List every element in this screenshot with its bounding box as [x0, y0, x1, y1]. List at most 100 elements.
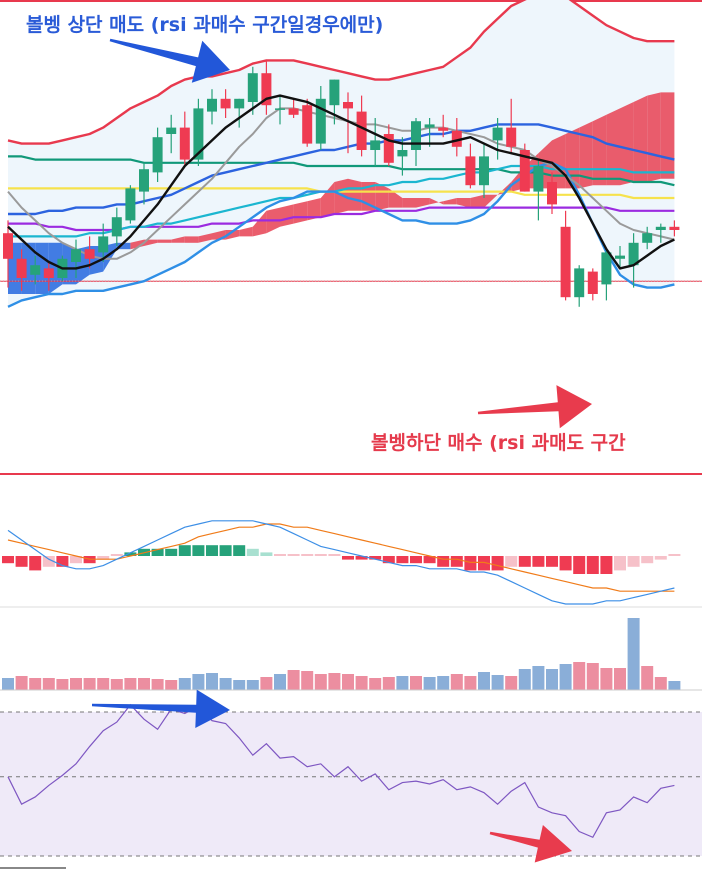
- volume-bar: [233, 680, 246, 690]
- volume-bar: [410, 676, 422, 690]
- candle-body: [207, 98, 217, 112]
- volume-bar: [328, 673, 341, 690]
- candle-body: [315, 98, 326, 144]
- volume-bar: [369, 678, 382, 690]
- rsi-pane: [0, 703, 702, 869]
- cloud-segment: [484, 194, 498, 208]
- macd-histogram-bar: [654, 556, 667, 560]
- macd-histogram-bar: [206, 545, 218, 556]
- volume-bar: [450, 674, 463, 690]
- volume-bar: [314, 674, 327, 690]
- candle-body: [329, 79, 340, 106]
- volume-bar: [246, 680, 259, 690]
- volume-bar: [2, 678, 14, 690]
- candle-body: [343, 102, 353, 109]
- cloud-segment: [280, 204, 294, 227]
- volume-bar: [219, 678, 232, 690]
- candle-body: [234, 98, 245, 109]
- macd-histogram-bar: [246, 548, 259, 556]
- volume-bar: [586, 663, 599, 690]
- macd-histogram-bar: [423, 556, 436, 564]
- volume-bar: [301, 671, 314, 690]
- cloud-segment: [429, 198, 444, 205]
- macd-histogram-bar: [355, 556, 368, 560]
- cloud-segment: [348, 178, 362, 211]
- volume-bar: [70, 678, 82, 690]
- candle-body: [424, 124, 435, 128]
- rsi-band-fill: [0, 712, 702, 856]
- candle-body: [3, 233, 13, 259]
- candle-body: [261, 73, 272, 106]
- candle-body: [302, 105, 313, 144]
- volume-bar: [151, 679, 164, 690]
- candle-body: [397, 150, 408, 157]
- cloud-segment: [252, 210, 267, 237]
- candle-body: [139, 169, 149, 192]
- cloud-segment: [144, 239, 158, 246]
- candle-body: [84, 249, 95, 259]
- volume-bar: [15, 676, 28, 690]
- ma-yellow-line: [8, 187, 675, 200]
- macd-histogram-bar: [369, 556, 382, 560]
- ma-green-line: [8, 155, 675, 187]
- volume-bar: [478, 672, 490, 690]
- candle-body: [179, 127, 190, 160]
- volume-bar: [260, 677, 273, 690]
- cloud-segment: [171, 236, 185, 243]
- cloud-segment: [647, 92, 661, 182]
- candle-body: [166, 127, 177, 134]
- cloud-segment: [130, 239, 144, 250]
- macd-histogram-bar: [464, 556, 477, 571]
- macd-histogram-bar: [559, 556, 572, 571]
- cloud-segment: [620, 102, 634, 186]
- cloud-segment: [592, 114, 607, 186]
- macd-histogram-bar: [274, 554, 286, 556]
- candle-body: [451, 130, 462, 147]
- macd-histogram-bar: [42, 556, 55, 567]
- annotation-arrows: [92, 38, 592, 863]
- candle-body: [574, 268, 585, 298]
- cloud-segment: [660, 92, 675, 179]
- macd-histogram-bar: [260, 552, 273, 556]
- macd-histogram-bar: [2, 556, 14, 564]
- volume-bar: [654, 677, 667, 690]
- macd-histogram-bar: [586, 556, 599, 574]
- cloud-segment: [416, 198, 430, 208]
- candle-body: [506, 127, 517, 147]
- candle-body: [479, 156, 489, 186]
- cloud-segment: [375, 182, 389, 211]
- rsi-overbought-arrow: [92, 689, 230, 728]
- volume-bar: [342, 674, 354, 690]
- candle-body: [125, 188, 136, 221]
- macd-histogram-bar: [614, 556, 626, 571]
- volume-bar: [124, 678, 137, 690]
- cloud-segment: [239, 226, 253, 237]
- macd-histogram-bar: [56, 556, 69, 567]
- candle-body: [601, 252, 612, 285]
- bollinger-upper-line: [7, 0, 675, 145]
- volume-bar: [627, 618, 640, 690]
- sell-arrow-top: [109, 38, 230, 83]
- volume-bar: [559, 664, 572, 690]
- volume-bar: [274, 674, 286, 690]
- cloud-segment: [456, 198, 471, 208]
- macd-pane: [0, 520, 702, 608]
- cloud-segment: [157, 239, 172, 243]
- volume-bar: [355, 676, 368, 690]
- candle-body: [111, 217, 122, 237]
- volume-bar: [505, 676, 518, 690]
- candle-body: [587, 271, 598, 294]
- cloud-segment: [293, 201, 308, 224]
- macd-histogram-bar: [668, 554, 681, 556]
- macd-histogram-bar: [382, 556, 395, 564]
- candle-body: [492, 127, 503, 141]
- macd-histogram-bar: [410, 556, 422, 564]
- candle-body: [560, 226, 571, 298]
- volume-bar: [532, 666, 545, 690]
- volume-bar: [396, 676, 409, 690]
- candle-body: [438, 127, 449, 131]
- candle-body: [655, 226, 666, 230]
- candle-body: [533, 166, 544, 192]
- volume-bar: [83, 678, 96, 690]
- candle-body: [193, 108, 204, 160]
